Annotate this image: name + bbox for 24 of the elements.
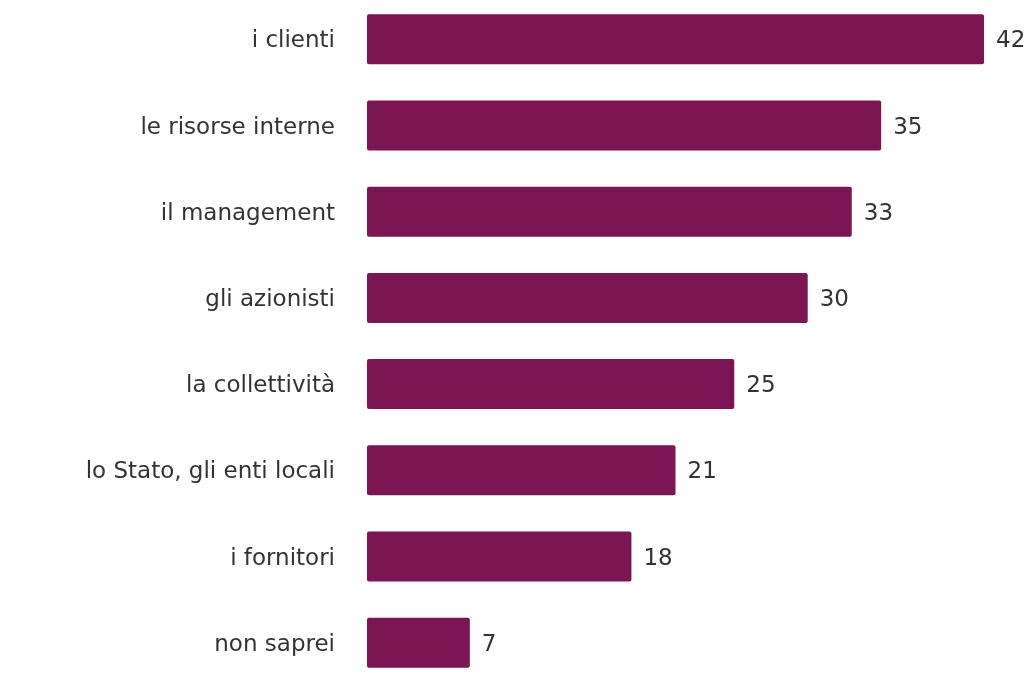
- data-label: 35: [893, 112, 923, 139]
- y-tick-label: i fornitori: [230, 543, 335, 570]
- data-label: 33: [863, 198, 894, 225]
- y-tick-label: la collettività: [186, 371, 335, 398]
- data-label: 18: [643, 543, 673, 570]
- y-tick-label: le risorse interne: [140, 112, 335, 139]
- bar: [367, 186, 852, 237]
- data-label: 7: [481, 629, 497, 656]
- y-tick-label: non saprei: [214, 629, 335, 656]
- bar: [367, 445, 676, 496]
- data-label: 21: [687, 457, 717, 484]
- bar: [367, 531, 632, 582]
- data-label: 42: [996, 26, 1026, 53]
- bar: [367, 14, 984, 65]
- data-label: 30: [819, 284, 849, 311]
- bar: [367, 617, 470, 668]
- bar: [367, 272, 808, 323]
- data-label: 25: [746, 371, 776, 398]
- y-tick-label: lo Stato, gli enti locali: [85, 457, 335, 484]
- y-tick-label: i clienti: [251, 26, 335, 53]
- bar: [367, 100, 882, 151]
- bar: [367, 359, 735, 410]
- y-tick-label: il management: [160, 198, 335, 225]
- y-tick-label: gli azionisti: [205, 284, 335, 311]
